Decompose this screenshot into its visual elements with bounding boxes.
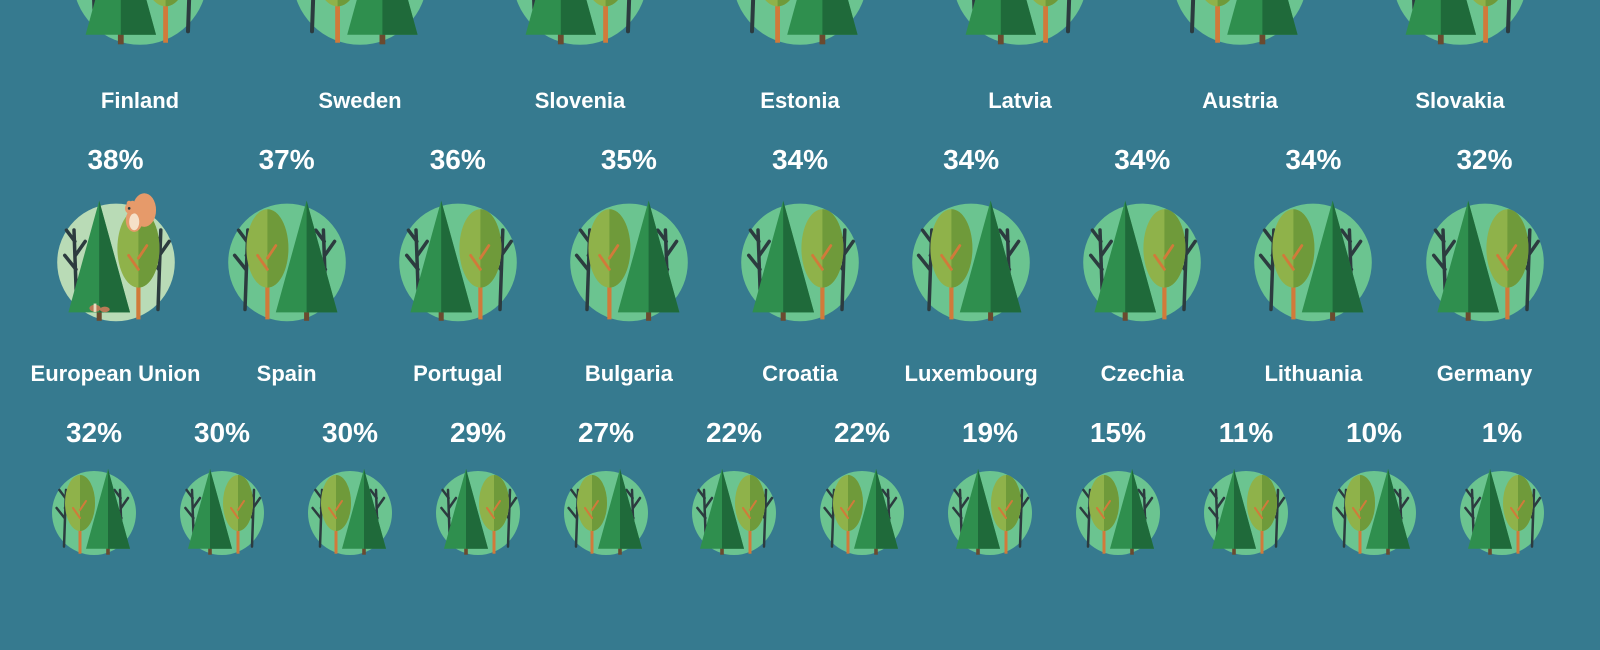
country-label: Sweden bbox=[318, 88, 401, 114]
forest-icon bbox=[559, 184, 699, 345]
country-cell: 27% bbox=[542, 417, 670, 588]
forest-icon bbox=[280, 0, 440, 72]
country-cell: 15% bbox=[1054, 417, 1182, 588]
country-label: Luxembourg bbox=[905, 361, 1038, 387]
country-cell: 37% bbox=[201, 144, 372, 387]
forest-icon bbox=[217, 184, 357, 345]
forest-icon bbox=[1380, 0, 1540, 72]
percentage-value: 32% bbox=[66, 417, 122, 449]
percentage-value: 15% bbox=[1090, 417, 1146, 449]
infographic-row: Finland bbox=[30, 0, 1570, 144]
forest-icon bbox=[60, 0, 220, 72]
percentage-value: 19% bbox=[962, 417, 1018, 449]
percentage-value: 22% bbox=[834, 417, 890, 449]
country-cell: 30% bbox=[286, 417, 414, 588]
country-label: Bulgaria bbox=[585, 361, 673, 387]
forest-icon bbox=[1072, 184, 1212, 345]
country-cell: 35% bbox=[543, 144, 714, 387]
country-cell: 34% bbox=[1057, 144, 1228, 387]
country-cell: 32% bbox=[30, 417, 158, 588]
percentage-value: 34% bbox=[772, 144, 828, 176]
country-label: Austria bbox=[1202, 88, 1278, 114]
country-cell: 19% bbox=[926, 417, 1054, 588]
country-label: Finland bbox=[101, 88, 179, 114]
forest-icon bbox=[46, 184, 186, 345]
percentage-value: 37% bbox=[259, 144, 315, 176]
country-cell: 29% bbox=[414, 417, 542, 588]
country-cell: 30% bbox=[158, 417, 286, 588]
forest-icon bbox=[428, 457, 528, 572]
country-label: European Union bbox=[31, 361, 201, 387]
percentage-value: 38% bbox=[87, 144, 143, 176]
percentage-value: 30% bbox=[322, 417, 378, 449]
forest-icon bbox=[44, 457, 144, 572]
forest-icon bbox=[388, 184, 528, 345]
forest-icon bbox=[940, 0, 1100, 72]
country-cell: 34% bbox=[715, 144, 886, 387]
country-cell: 22% bbox=[798, 417, 926, 588]
country-cell: Austria bbox=[1130, 0, 1350, 114]
forest-icon bbox=[1415, 184, 1555, 345]
percentage-value: 22% bbox=[706, 417, 762, 449]
country-label: Spain bbox=[257, 361, 317, 387]
forest-icon bbox=[300, 457, 400, 572]
country-cell: Slovakia bbox=[1350, 0, 1570, 114]
percentage-value: 1% bbox=[1482, 417, 1522, 449]
country-label: Czechia bbox=[1101, 361, 1184, 387]
percentage-value: 10% bbox=[1346, 417, 1402, 449]
percentage-value: 34% bbox=[943, 144, 999, 176]
country-cell: 1% bbox=[1438, 417, 1566, 588]
forest-icon bbox=[1243, 184, 1383, 345]
percentage-value: 34% bbox=[1285, 144, 1341, 176]
country-label: Latvia bbox=[988, 88, 1052, 114]
country-cell: Sweden bbox=[250, 0, 470, 114]
infographic-row: 38% bbox=[30, 144, 1570, 417]
country-cell: Latvia bbox=[910, 0, 1130, 114]
forest-icon bbox=[730, 184, 870, 345]
infographic-grid: Finland bbox=[0, 0, 1600, 618]
percentage-value: 29% bbox=[450, 417, 506, 449]
percentage-value: 32% bbox=[1456, 144, 1512, 176]
country-cell: 38% bbox=[30, 144, 201, 387]
forest-icon bbox=[1196, 457, 1296, 572]
country-label: Lithuania bbox=[1264, 361, 1362, 387]
forest-icon bbox=[720, 0, 880, 72]
infographic-row: 32% bbox=[30, 417, 1570, 618]
forest-icon bbox=[684, 457, 784, 572]
country-cell: 22% bbox=[670, 417, 798, 588]
country-label: Slovakia bbox=[1415, 88, 1504, 114]
forest-icon bbox=[1452, 457, 1552, 572]
forest-icon bbox=[812, 457, 912, 572]
forest-icon bbox=[1324, 457, 1424, 572]
country-cell: 34% bbox=[886, 144, 1057, 387]
country-label: Estonia bbox=[760, 88, 839, 114]
country-cell: Slovenia bbox=[470, 0, 690, 114]
forest-icon bbox=[556, 457, 656, 572]
forest-icon bbox=[500, 0, 660, 72]
country-label: Germany bbox=[1437, 361, 1532, 387]
country-cell: 34% bbox=[1228, 144, 1399, 387]
forest-icon bbox=[1068, 457, 1168, 572]
forest-icon bbox=[1160, 0, 1320, 72]
country-cell: Finland bbox=[30, 0, 250, 114]
country-label: Croatia bbox=[762, 361, 838, 387]
forest-icon bbox=[172, 457, 272, 572]
country-label: Slovenia bbox=[535, 88, 625, 114]
forest-icon bbox=[901, 184, 1041, 345]
percentage-value: 34% bbox=[1114, 144, 1170, 176]
percentage-value: 35% bbox=[601, 144, 657, 176]
country-cell: Estonia bbox=[690, 0, 910, 114]
percentage-value: 27% bbox=[578, 417, 634, 449]
country-cell: 36% bbox=[372, 144, 543, 387]
forest-icon bbox=[940, 457, 1040, 572]
percentage-value: 30% bbox=[194, 417, 250, 449]
percentage-value: 36% bbox=[430, 144, 486, 176]
percentage-value: 11% bbox=[1219, 417, 1274, 449]
country-cell: 11% bbox=[1182, 417, 1310, 588]
country-label: Portugal bbox=[413, 361, 502, 387]
country-cell: 32% bbox=[1399, 144, 1570, 387]
country-cell: 10% bbox=[1310, 417, 1438, 588]
